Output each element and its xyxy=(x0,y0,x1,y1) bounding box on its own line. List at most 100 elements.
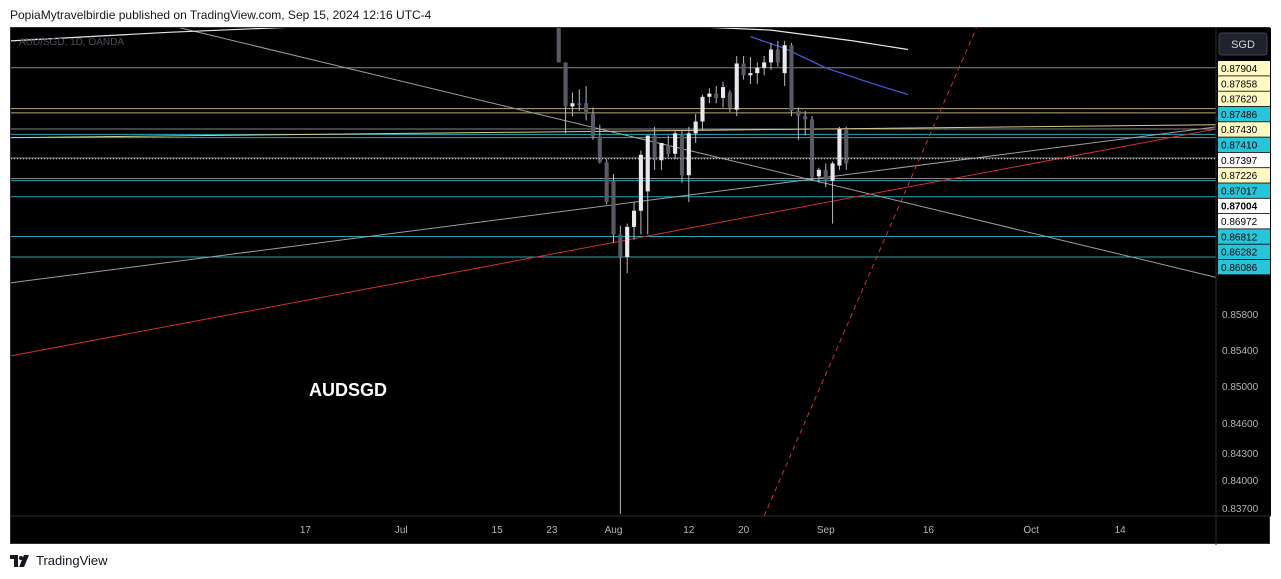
candle-bearish[interactable] xyxy=(796,110,801,117)
price-tag[interactable] xyxy=(1218,259,1270,275)
moving-average-line xyxy=(11,28,908,51)
x-axis-tick-label: 17 xyxy=(300,525,312,536)
price-tag-label: 0.87486 xyxy=(1221,110,1258,121)
price-tag-label: 0.87017 xyxy=(1221,186,1258,197)
candle-bullish[interactable] xyxy=(837,129,842,166)
candle-bearish[interactable] xyxy=(823,169,828,181)
candle-bearish[interactable] xyxy=(563,62,568,107)
chart-panel[interactable]: SGD 0.87904 0.87858 0.87620 0.87486 0.87430 0.… xyxy=(10,27,1271,545)
candle-bullish[interactable] xyxy=(638,154,643,211)
y-axis-tick-label: 0.85800 xyxy=(1222,310,1259,321)
price-tag-label: 0.87858 xyxy=(1221,79,1258,90)
candle-bearish[interactable] xyxy=(741,63,746,76)
candle-bullish[interactable] xyxy=(645,135,650,192)
candle-bullish[interactable] xyxy=(816,169,821,177)
candle-bearish[interactable] xyxy=(584,103,589,114)
moving-average-line xyxy=(750,36,909,96)
price-tag-label: 0.87430 xyxy=(1221,125,1258,136)
x-axis-tick-label: 20 xyxy=(738,525,750,536)
price-tag[interactable] xyxy=(1218,183,1270,198)
price-tag-label: 0.86972 xyxy=(1221,217,1258,228)
candle-bullish[interactable] xyxy=(631,210,637,227)
trend-line[interactable] xyxy=(11,124,1216,139)
candle-bearish[interactable] xyxy=(666,145,671,154)
candle-bullish[interactable] xyxy=(659,143,664,161)
candle-bearish[interactable] xyxy=(590,113,596,137)
x-axis-tick-label: Oct xyxy=(1023,525,1039,536)
currency-button-label[interactable]: SGD xyxy=(1231,39,1255,51)
price-tag-label: 0.86812 xyxy=(1221,232,1258,243)
candle-bearish[interactable] xyxy=(577,103,582,106)
price-tag[interactable] xyxy=(1218,122,1270,137)
candle-bullish[interactable] xyxy=(673,133,678,154)
candle-bullish[interactable] xyxy=(693,121,698,134)
currency-button[interactable] xyxy=(1218,32,1268,56)
price-tag-label: 0.87904 xyxy=(1221,64,1258,75)
price-tag-label: 0.87397 xyxy=(1221,156,1258,167)
publish-info: PopiaMytravelbirdie published on Trading… xyxy=(10,8,432,22)
candle-bullish[interactable] xyxy=(707,93,712,97)
candle-bearish[interactable] xyxy=(604,162,609,203)
price-tag[interactable] xyxy=(1218,152,1270,168)
trend-line[interactable] xyxy=(763,28,977,516)
price-tag-label: 0.87410 xyxy=(1221,141,1258,152)
price-tag[interactable] xyxy=(1218,106,1270,122)
y-axis-tick-label: 0.84600 xyxy=(1222,419,1259,430)
candle-bullish[interactable] xyxy=(755,67,760,74)
candle-bearish[interactable] xyxy=(727,92,732,108)
candle-bearish[interactable] xyxy=(611,180,616,235)
y-axis-tick-label: 0.84300 xyxy=(1222,449,1259,460)
price-tag-label: 0.87226 xyxy=(1221,171,1258,182)
candle-bearish[interactable] xyxy=(775,49,780,63)
tradingview-footer: TradingView xyxy=(10,553,108,568)
price-tag-label: 0.86282 xyxy=(1221,248,1258,259)
y-axis-tick-label: 0.85400 xyxy=(1222,346,1259,357)
candle-bullish[interactable] xyxy=(782,45,787,74)
candle-bullish[interactable] xyxy=(830,163,835,181)
candle-bearish[interactable] xyxy=(714,93,719,98)
candle-bearish[interactable] xyxy=(652,135,657,161)
x-axis-tick-label: Sep xyxy=(817,525,835,536)
candle-bearish[interactable] xyxy=(844,129,849,164)
candlestick-chart[interactable]: SGD 0.87904 0.87858 0.87620 0.87486 0.87430 0.… xyxy=(11,28,1271,545)
candle-bullish[interactable] xyxy=(762,62,767,68)
x-axis-tick-label: Jul xyxy=(395,525,408,536)
candle-bullish[interactable] xyxy=(768,49,774,63)
tradingview-logo-icon xyxy=(10,554,29,567)
candle-bullish[interactable] xyxy=(625,226,630,257)
candle-bullish[interactable] xyxy=(720,87,726,98)
x-axis-tick-label: 14 xyxy=(1115,525,1127,536)
trend-line[interactable] xyxy=(11,28,1216,278)
candle-bullish[interactable] xyxy=(686,133,691,176)
price-tag-label: 0.87004 xyxy=(1221,202,1258,213)
x-axis-tick-label: 23 xyxy=(546,525,558,536)
candle-bearish[interactable] xyxy=(556,28,561,63)
candle-bearish[interactable] xyxy=(679,134,685,176)
tradingview-wordmark: TradingView xyxy=(36,553,108,568)
price-tag[interactable] xyxy=(1218,168,1270,183)
candle-bullish[interactable] xyxy=(734,63,739,110)
x-axis-tick-label: Aug xyxy=(605,525,623,536)
symbol-watermark: AUDSGD xyxy=(309,380,387,400)
candle-bearish[interactable] xyxy=(803,116,808,120)
candle-bullish[interactable] xyxy=(748,73,753,76)
price-tag[interactable] xyxy=(1218,91,1270,107)
price-tag[interactable] xyxy=(1218,244,1270,260)
price-tag-label: 0.87620 xyxy=(1221,95,1258,106)
candle-bullish[interactable] xyxy=(570,103,575,107)
price-tag[interactable] xyxy=(1218,214,1270,229)
y-axis-tick-label: 0.85000 xyxy=(1222,382,1259,393)
candle-bearish[interactable] xyxy=(618,234,623,257)
x-axis-tick-label: 16 xyxy=(923,525,935,536)
price-tag[interactable] xyxy=(1218,61,1270,76)
price-tag[interactable] xyxy=(1218,229,1270,244)
price-tag[interactable] xyxy=(1218,198,1270,214)
price-tag-label: 0.86086 xyxy=(1221,263,1258,274)
price-tag[interactable] xyxy=(1218,76,1270,91)
candle-bearish[interactable] xyxy=(789,45,794,111)
price-tag[interactable] xyxy=(1218,137,1270,153)
x-axis-tick-label: 12 xyxy=(683,525,695,536)
candle-bullish[interactable] xyxy=(700,96,705,122)
candle-bearish[interactable] xyxy=(597,136,602,163)
candle-bearish[interactable] xyxy=(809,119,815,178)
